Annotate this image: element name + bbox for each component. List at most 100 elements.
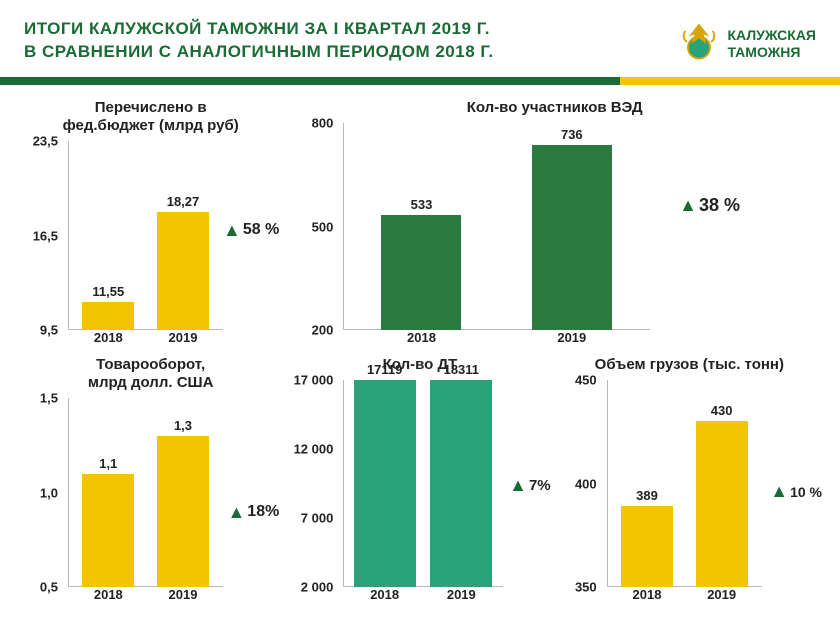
- chart-budget: Перечислено в фед.бюджет (млрд руб) 9,51…: [20, 99, 281, 348]
- x-tick: 2018: [354, 587, 416, 605]
- y-tick: 7 000: [293, 511, 333, 526]
- plot-area: 1711918311: [343, 380, 502, 587]
- bars: 533 736: [343, 123, 650, 330]
- bar-label: 389: [636, 488, 658, 503]
- chart-title: Товарооборот, млрд долл. США: [88, 356, 214, 392]
- logo-text-2: ТАМОЖНЯ: [728, 44, 817, 60]
- chart-title-l1: Перечислено в: [63, 99, 239, 117]
- y-tick: 12 000: [293, 442, 333, 457]
- page-title: ИТОГИ КАЛУЖСКОЙ ТАМОЖНИ ЗА I КВАРТАЛ 201…: [24, 18, 494, 64]
- delta-indicator: ▲ 10 %: [770, 481, 822, 502]
- plot: 9,516,523,5 11,55 18,27 2018 2019 ▲ 58 %: [20, 141, 281, 348]
- delta-value: 7%: [529, 477, 551, 494]
- arrow-up-icon: ▲: [227, 502, 245, 523]
- plot-area: 533 736: [343, 123, 650, 330]
- charts-grid: Перечислено в фед.бюджет (млрд руб) 9,51…: [0, 85, 840, 615]
- x-tick: 2019: [157, 587, 209, 605]
- bar-label: 533: [411, 197, 433, 212]
- bar: 736: [532, 145, 612, 330]
- header-stripe: [0, 77, 840, 85]
- chart-ved: Кол-во участников ВЭД 200500800 533736 2…: [289, 99, 820, 348]
- arrow-up-icon: ▲: [223, 220, 241, 241]
- arrow-up-icon: ▲: [679, 195, 697, 216]
- title-line-1: ИТОГИ КАЛУЖСКОЙ ТАМОЖНИ ЗА I КВАРТАЛ 201…: [24, 18, 494, 41]
- delta-value: 38 %: [699, 195, 740, 216]
- y-axis: 350400450: [559, 380, 603, 587]
- delta-indicator: ▲ 7%: [509, 475, 551, 496]
- plot-area: 389 430: [607, 380, 762, 587]
- y-axis: 2 0007 00012 00017 000: [289, 380, 339, 587]
- plot: 350400450 389 430 2018 2019 ▲ 10 %: [559, 380, 820, 605]
- delta-indicator: ▲ 38 %: [679, 195, 740, 216]
- x-axis: 2018 2019: [68, 587, 223, 605]
- bar: 1,1: [82, 474, 134, 587]
- y-tick: 17 000: [293, 373, 333, 388]
- bar-label: 1,3: [174, 418, 192, 433]
- logo-text-1: КАЛУЖСКАЯ: [728, 27, 817, 43]
- delta-indicator: ▲ 58 %: [223, 220, 279, 241]
- y-tick: 9,5: [18, 323, 58, 338]
- chart-title: Кол-во участников ВЭД: [467, 99, 643, 117]
- bar: 17119: [354, 380, 416, 587]
- bar: 18311: [430, 380, 492, 587]
- bar-label: 17119: [367, 362, 402, 377]
- plot: 2 0007 00012 00017 000 1711918311 201820…: [289, 380, 550, 605]
- bar: 533: [381, 215, 461, 330]
- x-tick: 2018: [82, 330, 134, 348]
- y-tick: 500: [293, 219, 333, 234]
- y-axis: 200500800: [289, 123, 339, 330]
- y-tick: 0,5: [18, 580, 58, 595]
- bar: 11,55: [82, 302, 134, 330]
- chart-title-l2: фед.бюджет (млрд руб): [63, 117, 239, 135]
- x-axis: 2018 2019: [68, 330, 223, 348]
- chart-title-l1: Товарооборот,: [88, 356, 214, 374]
- plot-area: 11,55 18,27: [68, 141, 223, 330]
- plot-area: 1,1 1,3: [68, 398, 223, 587]
- chart-title-l2: млрд долл. США: [88, 374, 214, 392]
- bar: 389: [621, 506, 673, 587]
- y-tick: 16,5: [18, 228, 58, 243]
- y-axis: 0,51,01,5: [20, 398, 64, 587]
- logo-text: КАЛУЖСКАЯ ТАМОЖНЯ: [728, 27, 817, 59]
- x-axis: 2018 2019: [607, 587, 762, 605]
- bar: 18,27: [157, 212, 209, 330]
- arrow-up-icon: ▲: [509, 475, 527, 496]
- y-tick: 200: [293, 323, 333, 338]
- chart-turnover: Товарооборот, млрд долл. США 0,51,01,5 1…: [20, 356, 281, 605]
- bar: 1,3: [157, 436, 209, 587]
- bars: 1,1 1,3: [68, 398, 223, 587]
- header: ИТОГИ КАЛУЖСКОЙ ТАМОЖНИ ЗА I КВАРТАЛ 201…: [0, 0, 840, 77]
- plot: 200500800 533 736 20182019 ▲ 38 %: [289, 123, 820, 348]
- y-tick: 800: [293, 116, 333, 131]
- chart-title: Перечислено в фед.бюджет (млрд руб): [63, 99, 239, 135]
- x-tick: 2019: [532, 330, 612, 348]
- y-tick: 2 000: [293, 580, 333, 595]
- x-tick: 2018: [82, 587, 134, 605]
- bar-label: 11,55: [92, 284, 124, 299]
- logo: КАЛУЖСКАЯ ТАМОЖНЯ: [676, 18, 817, 69]
- bar-label: 1,1: [99, 456, 117, 471]
- chart-cargo: Объем грузов (тыс. тонн) 350400450 389 43…: [559, 356, 820, 605]
- delta-indicator: ▲ 18%: [227, 502, 279, 523]
- chart-title: Объем грузов (тыс. тонн): [595, 356, 784, 374]
- plot: 0,51,01,5 1,1 1,3 2018 2019 ▲ 18%: [20, 398, 281, 605]
- delta-value: 10 %: [790, 484, 822, 500]
- x-tick: 2019: [696, 587, 748, 605]
- bars: 389 430: [607, 380, 762, 587]
- x-axis: 20182019: [343, 587, 502, 605]
- delta-value: 18%: [247, 503, 279, 521]
- y-tick: 1,5: [18, 391, 58, 406]
- x-axis: 20182019: [343, 330, 650, 348]
- arrow-up-icon: ▲: [770, 481, 788, 502]
- bar-label: 430: [711, 403, 733, 418]
- y-tick: 1,0: [18, 485, 58, 500]
- x-tick: 2019: [157, 330, 209, 348]
- bar: 430: [696, 421, 748, 587]
- title-line-2: В СРАВНЕНИИ С АНАЛОГИЧНЫМ ПЕРИОДОМ 2018 …: [24, 41, 494, 64]
- y-tick: 350: [557, 580, 597, 595]
- y-axis: 9,516,523,5: [20, 141, 64, 330]
- x-tick: 2018: [621, 587, 673, 605]
- eagle-emblem-icon: [676, 18, 722, 69]
- y-tick: 23,5: [18, 134, 58, 149]
- chart-dt: Кол-во ДТ 2 0007 00012 00017 000 1711918…: [289, 356, 550, 605]
